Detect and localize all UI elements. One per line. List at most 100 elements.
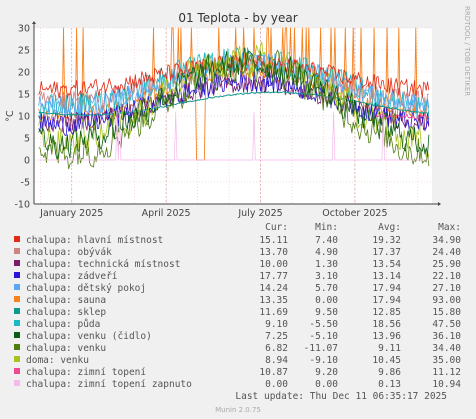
series-line-detsky-pokoj [38,53,430,119]
legend-header: Avg: [378,222,401,233]
legend-value-max: 34.90 [432,235,461,246]
legend-value-max: 47.50 [432,319,461,330]
legend-value-max: 25.90 [432,259,461,270]
y-tick-label: 5 [24,134,30,145]
legend-value-max: 22.10 [432,271,461,282]
legend-swatch [14,356,20,362]
legend-value-cur: 0.00 [265,379,288,390]
legend-value-min: 0.00 [315,295,338,306]
legend-swatch [14,320,20,326]
legend-entry-name: chalupa: zádveří [26,271,118,282]
legend-swatch [14,260,20,266]
legend-swatch [14,308,20,314]
legend-header: Cur: [265,222,288,233]
series-line-venku [38,49,430,170]
legend-value-max: 36.10 [432,331,461,342]
legend-value-avg: 17.94 [372,283,401,294]
legend-entry-name: chalupa: obývák [26,247,112,258]
y-tick-label: -10 [14,200,30,211]
legend-swatch [14,344,20,350]
legend-swatch [14,380,20,386]
legend-value-cur: 11.69 [259,307,288,318]
legend-value-cur: 14.24 [259,283,288,294]
legend-value-max: 27.10 [432,283,461,294]
legend-value-avg: 13.14 [372,271,401,282]
legend-value-min: 7.40 [315,235,338,246]
legend-value-min: 4.90 [315,247,338,258]
y-tick-label: 20 [18,68,30,79]
y-axis-label: °C [5,110,16,122]
legend-value-avg: 18.56 [372,319,401,330]
legend-entry-name: chalupa: dětský pokoj [26,283,146,294]
legend-value-max: 93.00 [432,295,461,306]
series-line-sklep [38,91,430,117]
legend-value-avg: 12.85 [372,307,401,318]
y-tick-label: 15 [18,90,30,101]
series-line-zimni-topeni-zapnuto [38,111,429,161]
series-line-technicka-mistnost [38,74,430,132]
legend-value-max: 24.40 [432,247,461,258]
legend-value-cur: 13.35 [259,295,288,306]
legend-value-max: 34.40 [432,343,461,354]
legend-swatch [14,296,20,302]
x-tick-label: July 2025 [237,208,282,219]
x-tick-label: April 2025 [142,208,191,219]
legend-swatch [14,284,20,290]
legend-value-cur: 7.25 [265,331,288,342]
legend-entry-name: chalupa: hlavní místnost [26,235,163,246]
legend-value-cur: 6.82 [265,343,288,354]
legend-value-avg: 17.94 [372,295,401,306]
legend-entry-name: chalupa: půda [26,319,100,330]
legend-entry-name: chalupa: venku (čidlo) [26,331,152,342]
legend-value-max: 10.94 [432,379,461,390]
rrdtool-side-label: RRDTOOL / TOBI OETIKER [463,6,471,96]
legend-header: Max: [438,222,461,233]
legend-value-avg: 13.54 [372,259,401,270]
legend-entry-name: chalupa: zimní topení [26,367,146,378]
legend-value-avg: 17.37 [372,247,401,258]
legend-value-min: 9.50 [315,307,338,318]
legend-value-max: 11.12 [432,367,461,378]
munin-version: Munin 2.0.75 [215,406,261,414]
y-tick-label: 10 [18,112,30,123]
legend-entry-name: chalupa: sauna [26,295,106,306]
x-tick-label: January 2025 [39,208,103,219]
legend-entry-name: doma: venku [26,355,89,366]
series-line-zimni-topeni [374,112,430,119]
legend-value-avg: 9.86 [378,367,401,378]
legend-swatch [14,236,20,242]
legend-value-min: -5.50 [309,319,338,330]
y-tick-label: 30 [18,24,30,35]
legend-value-min: 1.30 [315,259,338,270]
y-tick-label: 0 [24,156,30,167]
legend-entry-name: chalupa: sklep [26,307,106,318]
legend-value-min: -5.10 [309,331,338,342]
legend-value-min: -11.07 [304,343,338,354]
series-line-zadveri [38,70,430,137]
legend-value-max: 15.80 [432,307,461,318]
legend-entry-name: chalupa: zimní topení zapnuto [26,379,192,390]
legend-swatch [14,272,20,278]
legend-entry-name: chalupa: technická místnost [26,259,180,270]
legend-value-min: -9.10 [309,355,338,366]
legend-value-min: 9.20 [315,367,338,378]
y-tick-label: -5 [21,178,30,189]
series-line-venku-cidlo [38,47,430,160]
x-tick-label: October 2025 [322,208,387,219]
legend-value-avg: 19.32 [372,235,401,246]
y-tick-label: 25 [18,46,30,57]
legend-value-min: 0.00 [315,379,338,390]
y-axis-arrow [32,21,36,24]
legend-value-cur: 9.10 [265,319,288,330]
legend-value-cur: 10.87 [259,367,288,378]
legend-swatch [14,332,20,338]
legend-value-max: 35.00 [432,355,461,366]
chart-title: 01 Teplota - by year [178,11,297,25]
legend-value-avg: 0.13 [378,379,401,390]
legend-value-cur: 8.94 [265,355,288,366]
legend-value-avg: 13.96 [372,331,401,342]
legend-value-min: 5.70 [315,283,338,294]
x-axis-arrow [438,202,441,206]
